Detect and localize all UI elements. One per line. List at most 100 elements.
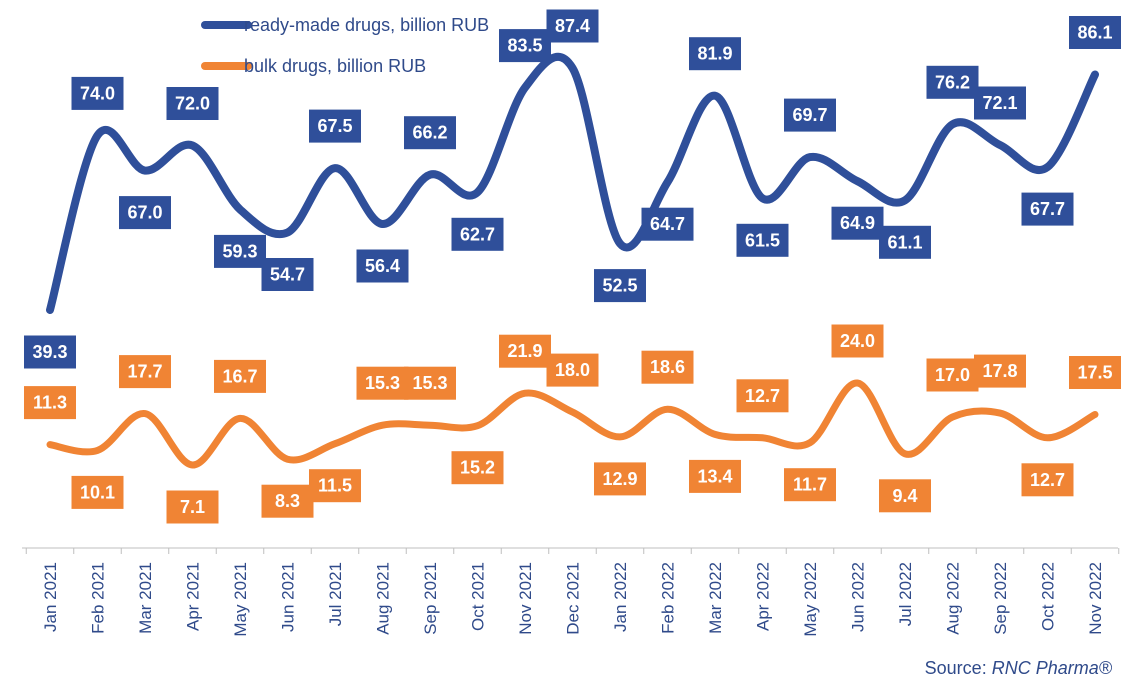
data-label: 61.1 <box>879 225 931 259</box>
series-line-ready-made <box>46 52 1099 314</box>
data-label: 15.3 <box>356 366 409 400</box>
data-label-box <box>451 451 504 485</box>
data-label: 66.2 <box>404 116 456 150</box>
data-label-text: 39.3 <box>32 342 67 362</box>
data-label-text: 52.5 <box>602 276 637 296</box>
data-label: 18.6 <box>641 350 694 384</box>
data-label-box <box>451 217 504 251</box>
data-label-text: 74.0 <box>80 83 115 103</box>
data-label-box <box>119 196 171 230</box>
data-label-box <box>831 206 884 240</box>
x-tick-label: Mar 2021 <box>136 562 155 634</box>
data-label: 21.9 <box>499 334 551 368</box>
data-label-box <box>356 249 409 283</box>
data-label-text: 56.4 <box>365 256 400 276</box>
data-label-box <box>24 386 76 420</box>
data-label: 12.7 <box>736 379 789 413</box>
data-label: 61.5 <box>736 223 789 257</box>
data-label: 12.9 <box>594 462 646 496</box>
data-label: 10.1 <box>71 475 124 509</box>
data-label-text: 11.3 <box>33 393 67 413</box>
data-label-box <box>831 324 884 358</box>
x-axis-ticks: Jan 2021 Feb 2021 Mar 2021 Apr 2021 May 2021… <box>25 548 1120 637</box>
data-label-text: 21.9 <box>507 341 542 361</box>
series-line-bulk <box>46 379 1099 469</box>
source-prefix: Source: <box>924 658 992 678</box>
data-label-box <box>214 359 266 393</box>
data-label-box <box>309 469 361 503</box>
data-label-box <box>166 87 219 120</box>
data-label-text: 17.0 <box>935 365 970 385</box>
x-tick-label: Oct 2021 <box>469 562 488 631</box>
data-label-box <box>594 269 646 303</box>
x-tick-label: Jan 2021 <box>41 562 60 632</box>
data-label-text: 17.5 <box>1077 363 1112 383</box>
x-tick-label: Feb 2022 <box>659 562 678 634</box>
data-label: 13.4 <box>689 459 741 493</box>
series-lines <box>46 52 1099 469</box>
legend-label-ready-made: ready-made drugs, billion RUB <box>244 15 489 35</box>
data-label-text: 12.7 <box>1030 470 1065 490</box>
data-label-box <box>974 354 1026 388</box>
data-label: 81.9 <box>689 37 741 71</box>
data-label-text: 61.1 <box>887 232 922 252</box>
data-label-text: 61.5 <box>745 230 780 250</box>
data-label-box <box>71 76 124 110</box>
data-label-text: 18.0 <box>555 360 590 380</box>
data-label-box <box>499 29 551 63</box>
data-label: 17.8 <box>974 354 1026 388</box>
data-label-text: 64.9 <box>840 213 875 233</box>
data-label-box <box>404 366 456 400</box>
x-tick-label: Aug 2021 <box>374 562 393 635</box>
data-label-text: 12.9 <box>602 469 637 489</box>
data-label: 17.0 <box>926 358 979 392</box>
data-label: 69.7 <box>784 98 836 132</box>
data-label: 64.7 <box>641 207 694 241</box>
legend: ready-made drugs, billion RUB bulk drugs… <box>201 15 489 76</box>
data-label-box <box>546 9 599 43</box>
data-label-box <box>974 86 1026 120</box>
data-label-text: 64.7 <box>650 214 685 234</box>
x-tick-label: Jan 2022 <box>611 562 630 632</box>
x-tick-label: Sep 2022 <box>991 562 1010 635</box>
x-tick-label: Jun 2022 <box>849 562 868 632</box>
data-label-box <box>736 379 789 413</box>
data-label-box <box>404 116 456 150</box>
data-label: 9.4 <box>879 479 931 513</box>
source-note: Source: RNC Pharma® <box>925 658 1112 679</box>
data-label: 64.9 <box>831 206 884 240</box>
data-label-text: 8.3 <box>275 491 300 511</box>
data-labels: 39.3 74.0 67.0 72.0 59.3 54.7 67.5 56.4 66.2 62.7… <box>24 9 1121 524</box>
x-tick-label: Oct 2022 <box>1039 562 1058 631</box>
x-tick-label: Mar 2022 <box>706 562 725 634</box>
data-label: 18.0 <box>546 353 599 387</box>
data-label: 54.7 <box>261 258 314 291</box>
x-tick-label: Aug 2022 <box>944 562 963 635</box>
data-label-box <box>689 459 741 493</box>
data-label-box <box>546 353 599 387</box>
data-label: 8.3 <box>261 484 314 518</box>
data-label-box <box>71 475 124 509</box>
data-label-box <box>24 335 76 369</box>
data-label-box <box>309 109 361 143</box>
data-label-box <box>641 207 694 241</box>
x-tick-label: Apr 2022 <box>754 562 773 631</box>
data-label-box <box>784 468 836 502</box>
x-tick-label: Dec 2021 <box>564 562 583 635</box>
data-label-text: 16.7 <box>222 366 257 386</box>
data-label: 12.7 <box>1021 463 1074 497</box>
data-label: 59.3 <box>214 234 266 268</box>
data-label-text: 13.4 <box>697 466 732 486</box>
data-label: 67.5 <box>309 109 361 143</box>
data-label: 16.7 <box>214 359 266 393</box>
data-label: 86.1 <box>1069 16 1121 49</box>
data-label-box <box>261 258 314 291</box>
data-label-box <box>784 98 836 132</box>
data-label-text: 72.0 <box>175 94 210 114</box>
data-label-text: 11.7 <box>793 475 827 495</box>
data-label-text: 81.9 <box>697 44 732 64</box>
data-label-box <box>119 355 171 389</box>
data-label-text: 7.1 <box>180 497 205 517</box>
x-tick-label: Jun 2021 <box>279 562 298 632</box>
